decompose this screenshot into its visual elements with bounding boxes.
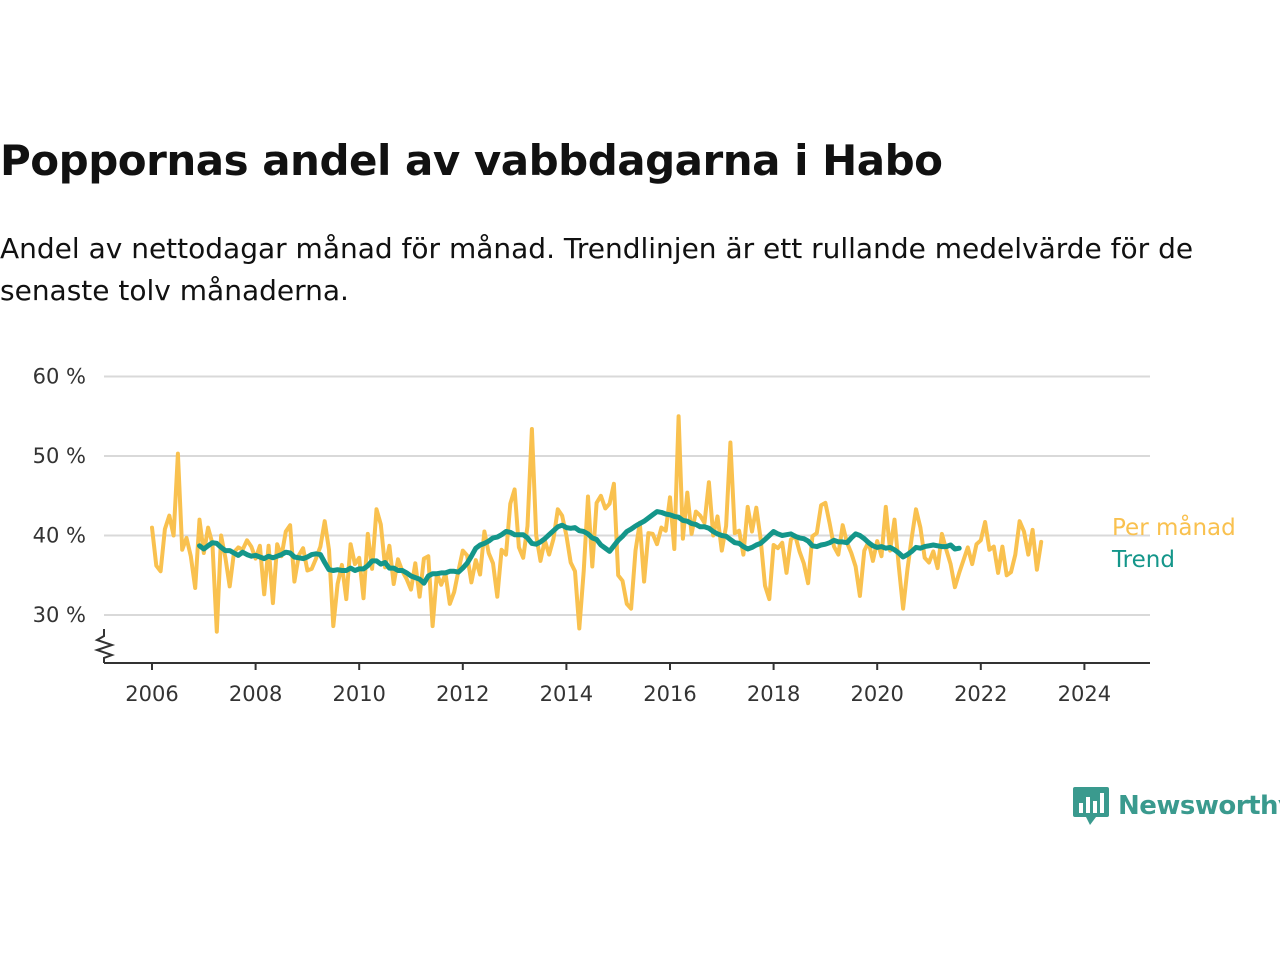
line-chart: 30 % 40 % 50 % 60 % 2006 2008 2010 2012 2014 201… bbox=[33, 365, 1236, 707]
y-tick-label: 30 % bbox=[33, 603, 86, 627]
brand-name: Newsworthy bbox=[1118, 791, 1280, 821]
y-tick-label: 50 % bbox=[33, 444, 86, 468]
y-tick-label: 40 % bbox=[33, 524, 86, 548]
x-tick-label: 2016 bbox=[643, 682, 696, 706]
x-tick-label: 2014 bbox=[540, 682, 593, 706]
newsworthy-logo[interactable]: Newsworthy bbox=[1072, 784, 1280, 828]
y-tick-label: 60 % bbox=[33, 365, 86, 389]
x-tick-label: 2006 bbox=[125, 682, 178, 706]
chart-title: Poppornas andel av vabbdagarna i Habo bbox=[0, 136, 943, 185]
x-axis bbox=[93, 629, 1150, 664]
newsworthy-logo-icon bbox=[1073, 787, 1109, 825]
x-tick-label: 2024 bbox=[1058, 682, 1111, 706]
gridlines bbox=[104, 375, 1150, 616]
series-label-trend: Trend bbox=[1111, 547, 1175, 573]
x-tick-label: 2012 bbox=[436, 682, 489, 706]
series bbox=[150, 414, 1044, 634]
series-line-per-manad bbox=[150, 414, 1044, 634]
x-tick-label: 2022 bbox=[954, 682, 1007, 706]
x-tick-label: 2008 bbox=[229, 682, 282, 706]
x-tick-label: 2010 bbox=[332, 682, 385, 706]
series-labels: Per månad Trend bbox=[1111, 513, 1236, 573]
y-axis-break-icon bbox=[93, 629, 116, 663]
x-tick-label: 2020 bbox=[850, 682, 903, 706]
x-axis-labels: 2006 2008 2010 2012 2014 2016 2018 2020 2022 2024 bbox=[125, 663, 1111, 706]
y-axis-labels: 30 % 40 % 50 % 60 % bbox=[33, 365, 86, 628]
x-tick-label: 2018 bbox=[747, 682, 800, 706]
series-line-trend bbox=[197, 509, 962, 586]
series-label-per-manad: Per månad bbox=[1112, 513, 1236, 541]
chart-subtitle: Andel av nettodagar månad för månad. Tre… bbox=[0, 232, 1194, 307]
